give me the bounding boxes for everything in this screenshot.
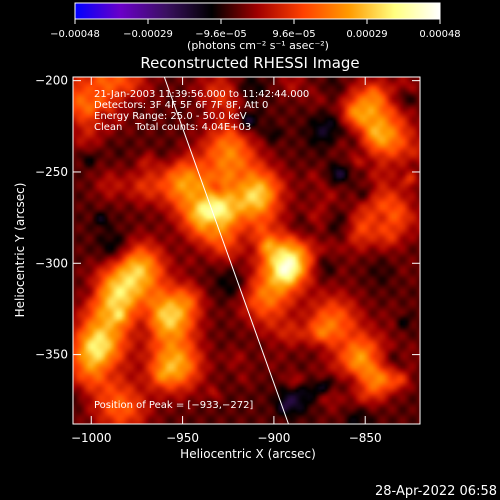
- colorbar-ticks: −0.00048 −0.00029 −9.6e−05 9.6e−05 0.00029 0.…: [50, 19, 461, 40]
- annotation-time-range: 21-Jan-2003 11:39:56.000 to 11:42:44.000: [94, 89, 309, 100]
- x-tick-label: −900: [257, 431, 290, 445]
- x-tick-label: −1000: [71, 431, 112, 445]
- annotation-energy-range: Energy Range: 25.0 - 50.0 keV: [94, 111, 247, 122]
- colorbar-tick-label: −0.00048: [50, 29, 100, 40]
- rhessi-image: [73, 77, 420, 424]
- y-axis-label: Heliocentric Y (arcsec): [13, 183, 27, 318]
- colorbar-tick-label: 0.00048: [419, 29, 460, 40]
- colorbar-tick-label: 0.00029: [346, 29, 387, 40]
- plot-title: Reconstructed RHESSI Image: [140, 54, 359, 72]
- y-axis-ticks: −200 −250 −300 −350: [35, 74, 420, 362]
- annotation-block: 21-Jan-2003 11:39:56.000 to 11:42:44.000…: [94, 89, 309, 133]
- colorbar-tick-label: 9.6e−05: [272, 29, 315, 40]
- x-tick-label: −950: [166, 431, 199, 445]
- annotation-detectors: Detectors: 3F 4F 5F 6F 7F 8F, Att 0: [94, 100, 268, 111]
- y-tick-label: −250: [35, 165, 68, 179]
- y-tick-label: −350: [35, 348, 68, 362]
- x-axis-label: Heliocentric X (arcsec): [180, 447, 316, 461]
- colorbar-tick-label: −0.00029: [123, 29, 173, 40]
- x-axis-ticks: −1000 −950 −900 −850: [71, 77, 382, 445]
- plot-frame: [72, 76, 421, 425]
- image-area: [73, 77, 420, 424]
- colorbar-units: (photons cm⁻² s⁻¹ asec⁻²): [187, 39, 329, 52]
- annotation-clean-counts: Clean Total counts: 4.04E+03: [94, 122, 251, 133]
- colorbar-tick-label: −9.6e−05: [195, 29, 247, 40]
- y-tick-label: −300: [35, 256, 68, 270]
- y-tick-label: −200: [35, 74, 68, 88]
- colorbar: −0.00048 −0.00029 −9.6e−05 9.6e−05 0.00029 0.…: [50, 2, 461, 52]
- peak-position-text: Position of Peak = [−933,−272]: [94, 400, 253, 411]
- solar-limb-line: [163, 77, 289, 424]
- colorbar-strip: [74, 2, 441, 20]
- x-tick-label: −850: [349, 431, 382, 445]
- timestamp: 28-Apr-2022 06:58: [375, 484, 497, 499]
